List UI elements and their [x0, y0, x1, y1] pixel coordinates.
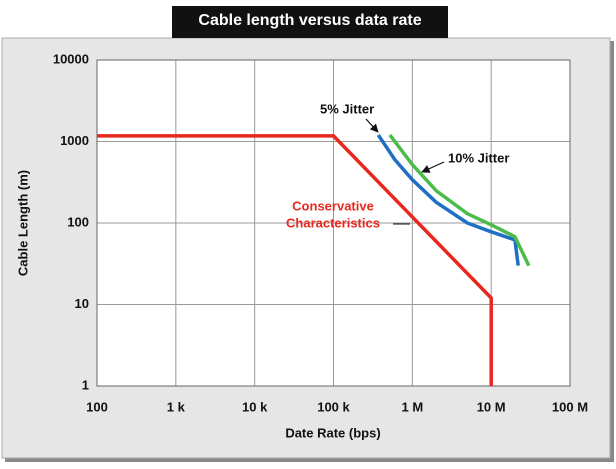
- y-axis-label: Cable Length (m): [15, 170, 30, 276]
- x-tick-label: 1 M: [401, 399, 423, 414]
- annotation: 10% Jitter: [448, 150, 509, 165]
- x-tick-label: 10 M: [477, 399, 506, 414]
- annotation-arrow: [365, 118, 379, 133]
- data-line: [388, 133, 531, 267]
- x-axis-label: Date Rate (bps): [285, 425, 380, 440]
- x-tick-label: 100 k: [317, 399, 350, 414]
- plot-frame: [96, 59, 571, 387]
- title-box: [172, 6, 448, 38]
- chart-title: Cable length versus data rate: [198, 12, 421, 29]
- annotation-arrow: [421, 161, 445, 173]
- y-tick-label: 10000: [53, 51, 89, 66]
- annotation: 5% Jitter: [320, 101, 374, 116]
- x-tick-label: 1 k: [167, 399, 186, 414]
- annotation: Characteristics: [286, 215, 380, 230]
- x-tick-label: 10 k: [242, 399, 268, 414]
- data-line: [376, 134, 520, 266]
- y-tick-label: 100: [67, 214, 89, 229]
- annotation: Conservative: [292, 198, 374, 213]
- x-tick-label: 100: [86, 399, 108, 414]
- data-line: [97, 134, 493, 386]
- y-tick-label: 1: [82, 377, 89, 392]
- x-tick-label: 100 M: [552, 399, 588, 414]
- y-tick-label: 1000: [60, 133, 89, 148]
- y-tick-label: 10: [75, 296, 89, 311]
